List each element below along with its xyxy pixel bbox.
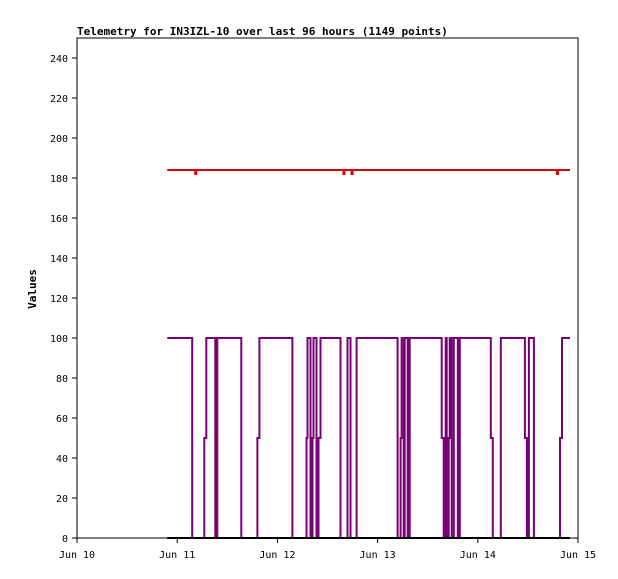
y-tick-label: 60 (56, 414, 68, 425)
x-tick-label: Jun 14 (460, 550, 496, 561)
chart-title: Telemetry for IN3IZL-10 over last 96 hou… (77, 25, 448, 38)
x-tick-label: Jun 15 (560, 550, 596, 561)
y-axis-ticks: 0 20 40 60 80 100 120 140 160 180 200 220 240 (50, 54, 77, 545)
y-tick-label: 20 (56, 494, 68, 505)
y-tick-label: 120 (50, 294, 68, 305)
y-tick-label: 40 (56, 454, 68, 465)
x-tick-label: Jun 13 (360, 550, 396, 561)
y-tick-label: 240 (50, 54, 68, 65)
y-tick-label: 200 (50, 134, 68, 145)
x-tick-label: Jun 11 (159, 550, 195, 561)
y-tick-label: 220 (50, 94, 68, 105)
y-tick-label: 100 (50, 334, 68, 345)
x-axis-ticks: Jun 10 Jun 11 Jun 12 Jun 13 Jun 14 Jun 15 (59, 538, 596, 561)
plot-frame (76, 37, 579, 539)
series-layer (167, 169, 570, 539)
y-tick-label: 80 (56, 374, 68, 385)
y-axis-label: Values (26, 269, 39, 309)
series-line (167, 169, 570, 175)
x-tick-label: Jun 10 (59, 550, 95, 561)
y-tick-label: 160 (50, 214, 68, 225)
y-tick-label: 180 (50, 174, 68, 185)
y-tick-label: 140 (50, 254, 68, 265)
y-tick-label: 0 (62, 534, 68, 545)
series-line (167, 337, 570, 539)
x-tick-label: Jun 12 (259, 550, 295, 561)
